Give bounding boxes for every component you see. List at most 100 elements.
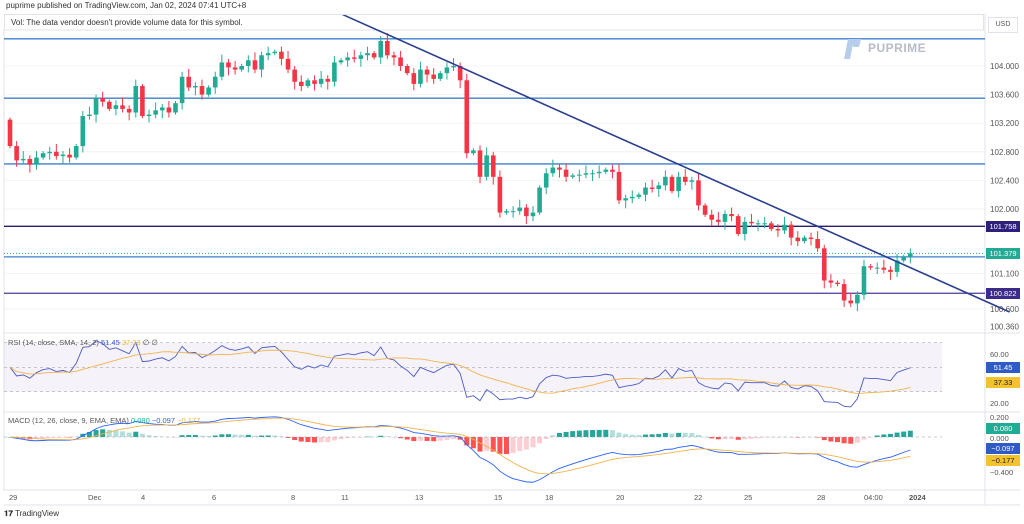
candle-up bbox=[259, 55, 264, 70]
candle-up bbox=[332, 62, 337, 82]
candle-up bbox=[80, 116, 86, 147]
macd-histogram-bar bbox=[656, 433, 662, 437]
candle-up bbox=[504, 211, 509, 213]
candle-up bbox=[782, 224, 787, 231]
candle-up bbox=[239, 66, 244, 70]
macd-histogram-bar bbox=[556, 432, 562, 437]
macd-histogram-bar bbox=[106, 429, 112, 437]
candle-down bbox=[424, 69, 430, 75]
macd-histogram-bar bbox=[735, 437, 741, 440]
candle-down bbox=[120, 105, 125, 109]
macd-histogram-bar bbox=[709, 437, 715, 439]
candle-up bbox=[656, 185, 662, 189]
macd-histogram-bar bbox=[676, 432, 682, 437]
macd-histogram-bar bbox=[305, 437, 311, 443]
price-tick: 102.400 bbox=[990, 176, 1019, 185]
puprime-logo-icon bbox=[844, 39, 861, 59]
candle-up bbox=[643, 187, 648, 195]
candle-down bbox=[848, 300, 854, 304]
candle-down bbox=[835, 282, 840, 285]
header-mask bbox=[0, 0, 985, 14]
candle-up bbox=[318, 78, 324, 84]
candle-down bbox=[27, 158, 33, 165]
candle-down bbox=[682, 176, 688, 182]
candle-up bbox=[802, 237, 807, 242]
macd-histogram-bar bbox=[629, 434, 635, 437]
macd-histogram-bar bbox=[199, 435, 205, 437]
macd-histogram-bar bbox=[146, 435, 152, 437]
time-label: 25 bbox=[744, 493, 753, 502]
price-tick: 102.800 bbox=[990, 148, 1019, 157]
candle-up bbox=[629, 196, 635, 199]
candle-up bbox=[133, 86, 139, 113]
price-tick: 103.200 bbox=[990, 119, 1019, 128]
candle-down bbox=[788, 224, 794, 238]
candle-down bbox=[808, 237, 814, 240]
time-label: 22 bbox=[694, 493, 703, 502]
macd-histogram-bar bbox=[477, 437, 483, 452]
macd-histogram-bar bbox=[689, 432, 695, 437]
macd-tick: 0.000 bbox=[990, 434, 1009, 443]
macd-histogram-bar bbox=[67, 437, 73, 438]
macd-histogram-bar bbox=[33, 437, 39, 440]
macd-histogram-bar bbox=[40, 437, 46, 439]
macd-histogram-bar bbox=[325, 437, 331, 443]
candle-down bbox=[709, 214, 715, 220]
candle-down bbox=[828, 280, 834, 283]
candle-down bbox=[292, 69, 297, 82]
candle-down bbox=[669, 176, 675, 192]
macd-histogram-bar bbox=[702, 436, 708, 438]
macd-histogram-bar bbox=[120, 431, 126, 437]
macd-histogram-bar bbox=[245, 434, 251, 437]
macd-histogram-bar bbox=[497, 437, 503, 454]
candle-down bbox=[298, 81, 304, 87]
candle-up bbox=[60, 154, 66, 157]
rsi-tick: 60.00 bbox=[990, 350, 1009, 359]
currency-button[interactable]: USD bbox=[988, 17, 1018, 33]
macd-histogram-bar bbox=[186, 434, 192, 437]
candle-up bbox=[159, 107, 165, 111]
candle-up bbox=[537, 187, 542, 213]
macd-histogram-bar bbox=[748, 437, 754, 439]
candle-up bbox=[47, 151, 53, 154]
tradingview-label: TradingView bbox=[14, 509, 60, 518]
macd-histogram-bar bbox=[225, 434, 231, 437]
macd-histogram-bar bbox=[907, 430, 913, 437]
candle-up bbox=[530, 212, 536, 217]
candle-up bbox=[517, 207, 523, 212]
candle-up bbox=[722, 214, 728, 222]
macd-histogram-bar bbox=[47, 437, 53, 438]
macd-histogram-bar bbox=[179, 435, 185, 437]
macd-histogram-bar bbox=[139, 433, 145, 437]
macd-signal-line bbox=[9, 417, 911, 475]
candle-down bbox=[749, 221, 754, 224]
macd-histogram-bar bbox=[550, 435, 556, 437]
candle-down bbox=[696, 180, 701, 206]
candle-up bbox=[20, 158, 26, 161]
candle-up bbox=[444, 67, 450, 74]
candle-down bbox=[477, 150, 483, 177]
macd-histogram-bar bbox=[815, 437, 821, 438]
candle-up bbox=[550, 167, 556, 174]
candle-down bbox=[14, 146, 19, 161]
candle-up bbox=[577, 174, 582, 176]
rsi-sma-line bbox=[9, 349, 911, 395]
macd-histogram-bar bbox=[86, 432, 92, 437]
candle-down bbox=[232, 67, 238, 70]
macd-line bbox=[9, 416, 911, 483]
candle-down bbox=[881, 267, 887, 270]
candle-down bbox=[140, 86, 145, 117]
price-tick: 102.000 bbox=[990, 205, 1019, 214]
macd-histogram-bar bbox=[523, 437, 529, 450]
candle-down bbox=[226, 62, 231, 68]
candle-down bbox=[563, 169, 569, 177]
macd-histogram-bar bbox=[510, 437, 516, 454]
macd-histogram-bar bbox=[874, 435, 880, 437]
price-tick: 103.600 bbox=[990, 91, 1019, 100]
brand-name: PUPRIME bbox=[868, 41, 927, 55]
candle-down bbox=[404, 66, 410, 74]
candle-up bbox=[40, 153, 46, 158]
rsi-label: RSI (14, close, SMA, 14, 2) bbox=[8, 338, 99, 347]
price-tag: 101.379 bbox=[986, 248, 1020, 260]
